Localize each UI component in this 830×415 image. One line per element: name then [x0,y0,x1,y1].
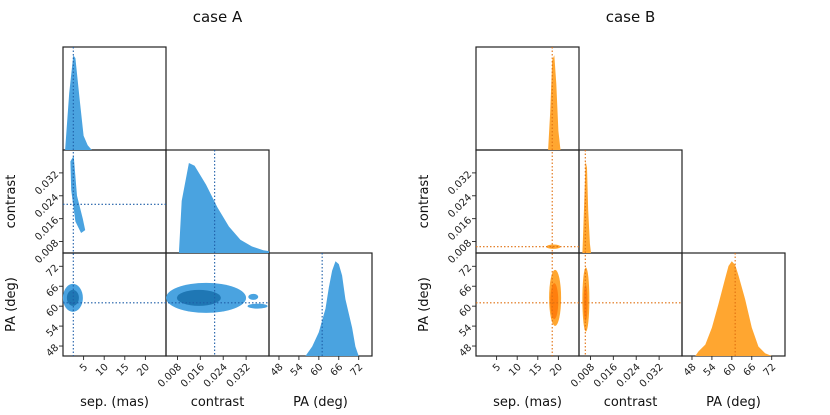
marginal-density-pa [695,261,772,356]
panel-frame [578,149,683,254]
x-tick-label: 66 [742,362,759,379]
x-tick-label: 5 [491,362,503,374]
x-tick-label: 54 [289,362,306,379]
x-tick-label: 0.016 [592,362,620,390]
panel-frame [578,252,683,357]
y-tick-label: 0.008 [446,238,474,266]
x-tick-label: 20 [548,362,565,379]
x-axis-label: contrast [604,395,658,410]
x-tick-label: 0.008 [156,362,184,390]
y-tick-label: 66 [44,283,61,300]
marginal-density-sep [65,55,92,151]
x-tick-label: 72 [762,362,779,379]
marginal-density-sep [548,55,561,151]
x-tick-label: 66 [329,362,346,379]
x-tick-label: 15 [528,362,545,379]
x-tick-label: 60 [309,362,326,379]
x-tick-label: 72 [349,362,366,379]
marginal-density-contrast [178,163,269,253]
x-tick-label: 10 [507,362,524,379]
x-axis-label: sep. (mas) [80,395,149,410]
y-axis-label: contrast [4,175,19,229]
x-tick-label: 10 [94,362,111,379]
panel-frame [62,149,167,254]
x-axis-label: PA (deg) [706,395,761,410]
y-tick-label: 54 [44,323,61,340]
y-tick-label: 0.016 [33,215,61,243]
y-tick-label: 72 [44,263,61,280]
x-tick-label: 54 [702,362,719,379]
marginal-density-pa [305,261,359,356]
x-tick-label: 0.032 [225,362,253,390]
contour-island-contrast-pa [248,293,259,300]
panel-frame [475,149,580,254]
y-tick-label: 60 [457,303,474,320]
x-tick-label: 60 [722,362,739,379]
plot-title: case B [606,8,656,26]
x-tick-label: 0.016 [179,362,207,390]
x-tick-label: 20 [135,362,152,379]
y-tick-label: 0.032 [446,169,474,197]
y-tick-label: 0.016 [446,215,474,243]
y-tick-label: 48 [44,342,61,359]
x-tick-label: 15 [115,362,132,379]
y-tick-label: 0.024 [446,192,474,220]
x-axis-label: contrast [191,395,245,410]
y-axis-label: contrast [417,175,432,229]
contour-inner-sep-pa [66,289,79,306]
plot-title: case A [193,8,243,26]
x-tick-label: 0.024 [202,362,230,390]
y-tick-label: 0.032 [33,169,61,197]
y-tick-label: 66 [457,283,474,300]
contour-island2-contrast-pa [247,303,268,309]
y-axis-label: PA (deg) [417,277,432,332]
y-tick-label: 72 [457,263,474,280]
y-tick-label: 0.024 [33,192,61,220]
x-tick-label: 48 [682,362,699,379]
contour-inner-contrast-pa [176,289,221,306]
marginal-density-contrast [582,161,592,253]
y-tick-label: 54 [457,323,474,340]
panel-frame [475,46,580,151]
y-tick-label: 60 [44,303,61,320]
panel-frame [475,252,580,357]
x-axis-label: PA (deg) [293,395,348,410]
x-tick-label: 0.032 [638,362,666,390]
y-tick-label: 0.008 [33,238,61,266]
x-tick-label: 48 [269,362,286,379]
x-tick-label: 0.024 [615,362,643,390]
y-axis-label: PA (deg) [4,277,19,332]
x-tick-label: 0.008 [569,362,597,390]
x-tick-label: 5 [78,362,90,374]
contour-sep-contrast [70,155,86,233]
contour-inner-sep-pa [550,283,559,320]
y-tick-label: 48 [457,342,474,359]
x-axis-label: sep. (mas) [493,395,562,410]
